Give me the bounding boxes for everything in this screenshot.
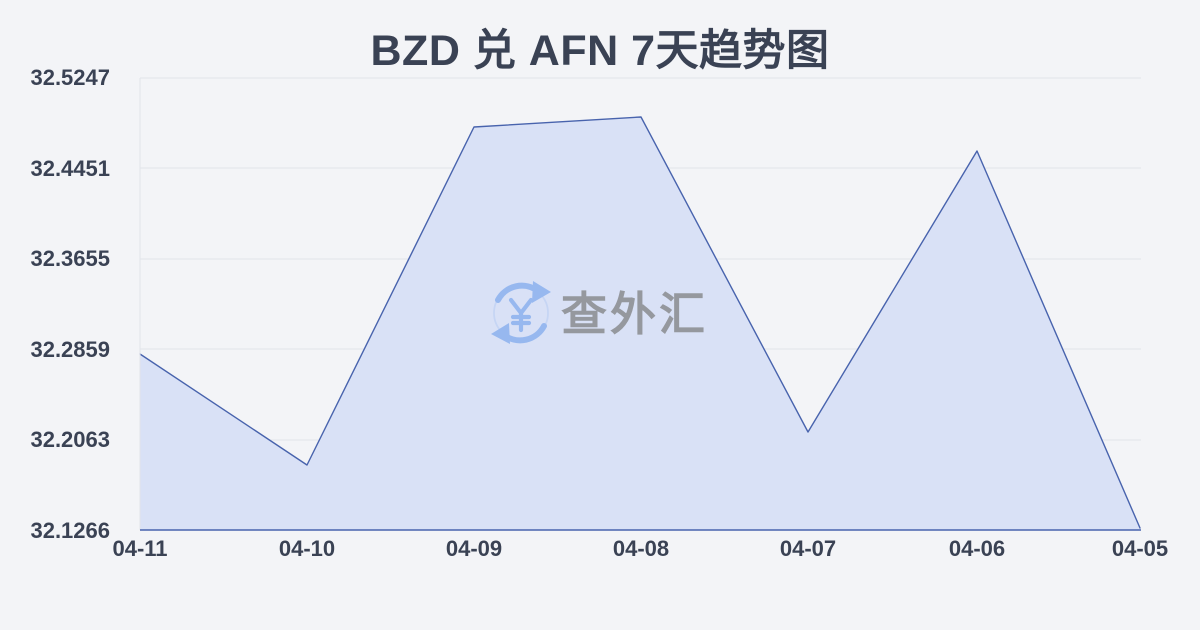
svg-text:32.2859: 32.2859 — [30, 337, 110, 362]
svg-text:04-10: 04-10 — [279, 536, 335, 561]
svg-text:32.1266: 32.1266 — [30, 518, 110, 543]
svg-text:32.2063: 32.2063 — [30, 427, 110, 452]
svg-text:04-08: 04-08 — [613, 536, 669, 561]
svg-text:04-06: 04-06 — [949, 536, 1005, 561]
svg-text:32.3655: 32.3655 — [30, 246, 110, 271]
svg-text:查外汇: 查外汇 — [561, 288, 708, 340]
svg-text:32.4451: 32.4451 — [30, 156, 110, 181]
svg-text:04-09: 04-09 — [446, 536, 502, 561]
svg-text:04-07: 04-07 — [780, 536, 836, 561]
svg-text:04-11: 04-11 — [112, 536, 167, 561]
svg-text:04-05: 04-05 — [1112, 536, 1168, 561]
